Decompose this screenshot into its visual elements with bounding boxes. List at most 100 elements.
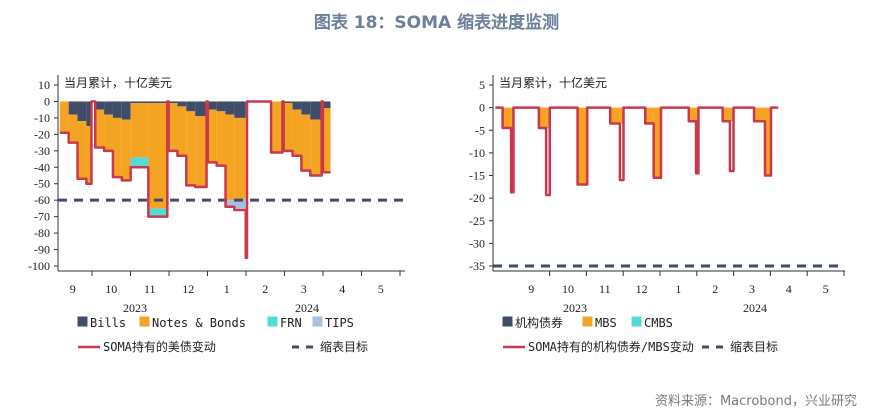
x-tick-label: 11: [599, 282, 611, 296]
y-tick-label: 5: [479, 78, 485, 92]
legend-label-agency: 机构债券: [515, 315, 563, 330]
bar-notes: [77, 121, 87, 179]
y-tick-label: -60: [34, 193, 50, 207]
bar-bills: [104, 101, 113, 115]
bar-notes: [301, 114, 311, 171]
bar-notes: [283, 103, 293, 151]
x-tick-label: 5: [378, 282, 384, 296]
x-tick-label: 9: [70, 282, 76, 296]
bar-mbs: [577, 107, 588, 185]
bar-bills: [121, 101, 131, 120]
bar-bills: [95, 101, 105, 110]
bar-notes: [216, 111, 226, 166]
bar-notes: [130, 103, 149, 158]
legend-label-target: 缩表目标: [730, 339, 778, 354]
y-tick-label: -5: [475, 123, 485, 137]
legend-label-bills: Bills: [90, 316, 126, 330]
legend-swatch-agency: [502, 316, 513, 327]
bar-notes: [186, 111, 196, 186]
bar-bills: [292, 101, 302, 110]
bar-notes: [292, 109, 302, 156]
bar-notes: [59, 101, 69, 133]
legend-swatch-bills: [77, 316, 88, 327]
x-tick-label: 3: [749, 282, 755, 296]
x-tick-label: 1: [224, 282, 230, 296]
y-tick-label: -35: [469, 259, 485, 273]
bar-notes: [271, 101, 283, 153]
bar-bills: [68, 101, 78, 115]
x-tick-label: 12: [636, 282, 648, 296]
y-tick-label: -30: [34, 144, 50, 158]
bar-notes: [322, 108, 331, 173]
x-tick-label: 9: [528, 282, 534, 296]
bar-notes: [225, 114, 235, 201]
bar-tips: [234, 198, 246, 209]
bar-mbs: [764, 107, 772, 176]
legend-swatch-notes: [139, 316, 150, 327]
bar-bills: [225, 101, 235, 115]
x-tick-label: 4: [339, 282, 345, 296]
figure-title: 图表 18：SOMA 缩表进度监测: [313, 13, 560, 33]
legend-label-tips: TIPS: [325, 316, 354, 330]
bar-mbs: [653, 107, 661, 178]
legend-label-soma: SOMA持有的机构债券/MBS变动: [528, 339, 694, 354]
bar-bills: [186, 101, 196, 112]
bar-bills: [177, 101, 187, 107]
x-tick-label: 3: [301, 282, 307, 296]
bar-bills: [216, 101, 226, 112]
bar-mbs: [546, 107, 550, 128]
y-tick-label: -20: [469, 191, 485, 205]
y-tick-label: -10: [34, 111, 50, 125]
bar-notes: [195, 116, 207, 188]
bar-mbs: [754, 107, 765, 122]
bar-notes: [68, 114, 78, 143]
legend-label-frn: FRN: [280, 316, 302, 330]
bar-notes: [121, 119, 131, 181]
x-tick-label: 2: [262, 282, 268, 296]
bar-mbs: [645, 107, 654, 124]
bar-notes: [234, 117, 246, 199]
legend-swatch-cmbs: [631, 316, 642, 327]
y-tick-label: -70: [34, 210, 50, 224]
bar-notes: [310, 119, 322, 176]
bar-bills: [130, 101, 149, 104]
x-tick-label: 10: [105, 282, 117, 296]
bar-notes: [86, 126, 92, 184]
unit-label: 当月累计，十亿美元: [499, 75, 607, 90]
bar-notes: [112, 117, 122, 178]
bar-notes: [95, 109, 105, 148]
soma-line: [59, 100, 331, 260]
y-tick-label: -100: [28, 259, 50, 273]
bar-bills: [168, 101, 178, 104]
bar-notes: [104, 114, 113, 151]
bar-bills: [86, 101, 92, 127]
y-tick-label: -40: [34, 160, 50, 174]
bar-mbs: [688, 107, 697, 122]
legend-label-cmbs: CMBS: [644, 316, 673, 330]
bar-mbs: [619, 107, 624, 124]
unit-label: 当月累计，十亿美元: [64, 75, 172, 90]
x-tick-label: 1: [675, 282, 681, 296]
y-tick-label: -80: [34, 226, 50, 240]
bar-bills: [310, 101, 322, 120]
y-tick-label: -10: [469, 146, 485, 160]
bar-notes: [207, 109, 217, 163]
bar-mbs: [729, 107, 734, 122]
bar-notes: [168, 103, 178, 151]
x-tick-label: 5: [823, 282, 829, 296]
legend-label-notes: Notes & Bonds: [152, 316, 246, 330]
bar-bills: [195, 101, 207, 117]
bar-bills: [301, 101, 311, 115]
bar-tips: [225, 200, 235, 207]
bar-mbs: [502, 107, 512, 128]
y-tick-label: 0: [479, 101, 485, 115]
legend-label-soma: SOMA持有的美债变动: [103, 339, 216, 354]
bar-bills: [207, 101, 217, 110]
bar-frn: [130, 157, 149, 168]
x-tick-label: 4: [786, 282, 792, 296]
legend-label-mbs: MBS: [595, 316, 617, 330]
y-tick-label: -50: [34, 177, 50, 191]
year-label: 2024: [295, 301, 319, 315]
soma-line: [495, 106, 779, 197]
